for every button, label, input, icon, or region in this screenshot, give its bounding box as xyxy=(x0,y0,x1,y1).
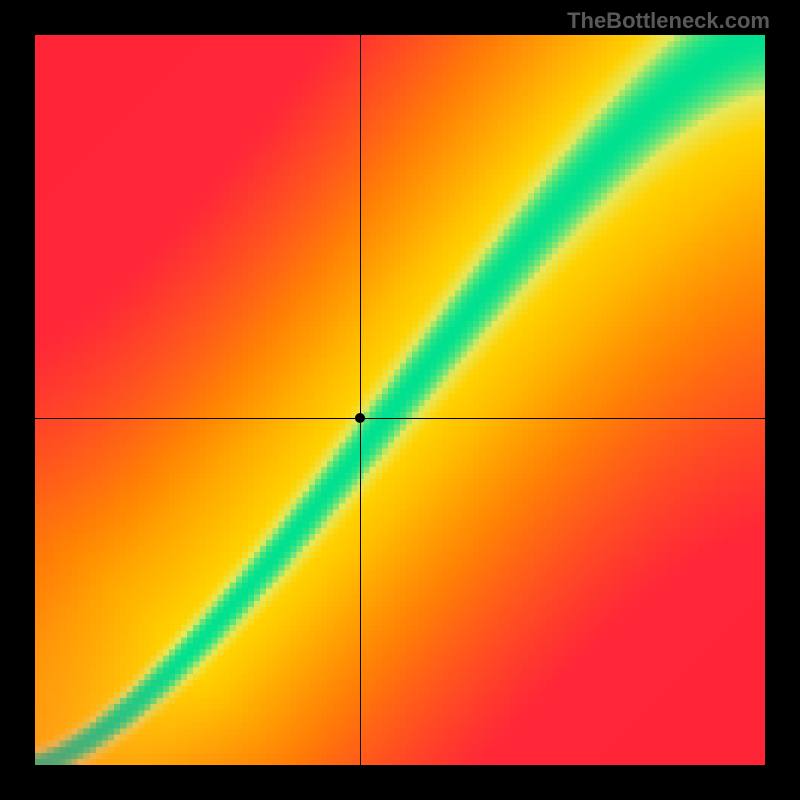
chart-container: TheBottleneck.com xyxy=(0,0,800,800)
heatmap-plot xyxy=(35,35,765,765)
crosshair-horizontal xyxy=(35,418,765,419)
crosshair-vertical xyxy=(360,35,361,765)
data-point-marker xyxy=(355,413,365,423)
heatmap-canvas xyxy=(35,35,765,765)
watermark-text: TheBottleneck.com xyxy=(567,8,770,34)
